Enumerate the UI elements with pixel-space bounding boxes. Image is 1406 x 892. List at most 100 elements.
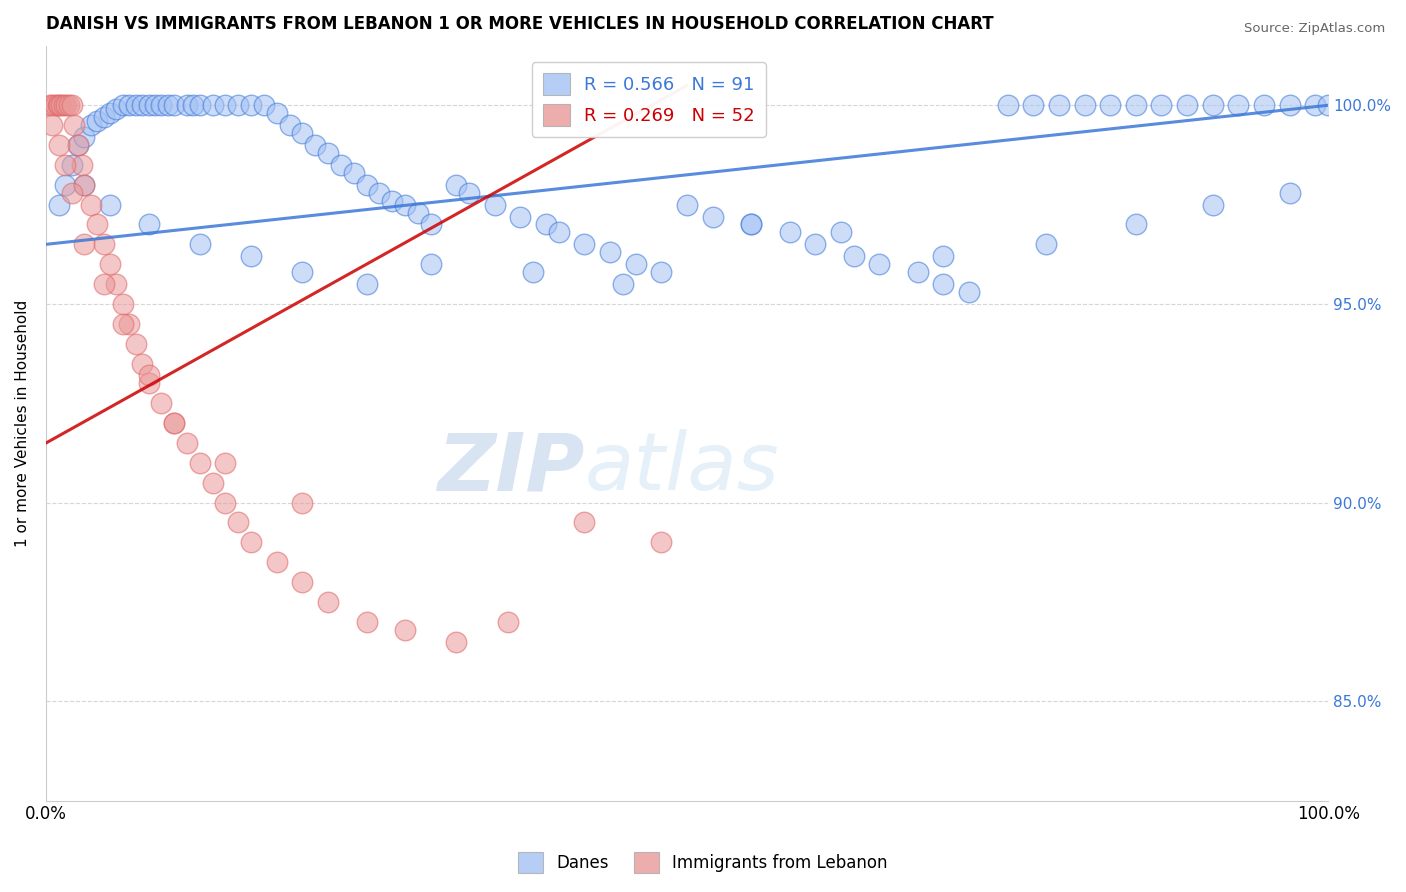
Danes: [291, 126, 314, 140]
Danes: [156, 98, 179, 112]
Danes: [1150, 98, 1173, 112]
Danes: [143, 98, 166, 112]
Immigrants from Lebanon: [63, 118, 86, 132]
Danes: [138, 218, 160, 232]
Danes: [304, 138, 326, 153]
Danes: [830, 226, 852, 240]
Danes: [957, 285, 980, 299]
Immigrants from Lebanon: [73, 237, 96, 252]
Immigrants from Lebanon: [188, 456, 211, 470]
Immigrants from Lebanon: [38, 98, 60, 112]
Danes: [1278, 98, 1301, 112]
Immigrants from Lebanon: [73, 178, 96, 192]
Danes: [240, 249, 263, 263]
Danes: [253, 98, 276, 112]
Danes: [907, 265, 929, 279]
Immigrants from Lebanon: [316, 595, 339, 609]
Danes: [676, 197, 699, 211]
Immigrants from Lebanon: [48, 138, 70, 153]
Danes: [1022, 98, 1045, 112]
Danes: [48, 197, 70, 211]
Immigrants from Lebanon: [201, 475, 224, 490]
Immigrants from Lebanon: [48, 98, 70, 112]
Danes: [624, 257, 647, 271]
Immigrants from Lebanon: [66, 138, 89, 153]
Immigrants from Lebanon: [394, 623, 416, 637]
Immigrants from Lebanon: [60, 98, 83, 112]
Danes: [868, 257, 890, 271]
Danes: [612, 277, 634, 291]
Immigrants from Lebanon: [93, 237, 115, 252]
Danes: [740, 218, 762, 232]
Immigrants from Lebanon: [46, 98, 69, 112]
Immigrants from Lebanon: [650, 535, 672, 549]
Immigrants from Lebanon: [105, 277, 128, 291]
Danes: [118, 98, 141, 112]
Danes: [73, 178, 96, 192]
Danes: [932, 277, 955, 291]
Danes: [131, 98, 153, 112]
Danes: [804, 237, 827, 252]
Immigrants from Lebanon: [240, 535, 263, 549]
Danes: [574, 237, 596, 252]
Immigrants from Lebanon: [86, 218, 108, 232]
Immigrants from Lebanon: [111, 317, 134, 331]
Danes: [1047, 98, 1070, 112]
Text: DANISH VS IMMIGRANTS FROM LEBANON 1 OR MORE VEHICLES IN HOUSEHOLD CORRELATION CH: DANISH VS IMMIGRANTS FROM LEBANON 1 OR M…: [46, 15, 994, 33]
Danes: [201, 98, 224, 112]
Danes: [73, 130, 96, 145]
Danes: [150, 98, 173, 112]
Immigrants from Lebanon: [125, 336, 148, 351]
Legend: R = 0.566   N = 91, R = 0.269   N = 52: R = 0.566 N = 91, R = 0.269 N = 52: [531, 62, 765, 137]
Immigrants from Lebanon: [214, 456, 236, 470]
Y-axis label: 1 or more Vehicles in Household: 1 or more Vehicles in Household: [15, 300, 30, 547]
Danes: [188, 237, 211, 252]
Danes: [240, 98, 263, 112]
Danes: [60, 158, 83, 172]
Danes: [1035, 237, 1057, 252]
Text: Source: ZipAtlas.com: Source: ZipAtlas.com: [1244, 22, 1385, 36]
Danes: [105, 102, 128, 116]
Immigrants from Lebanon: [291, 575, 314, 590]
Danes: [394, 197, 416, 211]
Immigrants from Lebanon: [446, 634, 468, 648]
Immigrants from Lebanon: [70, 158, 93, 172]
Danes: [1202, 197, 1225, 211]
Danes: [183, 98, 205, 112]
Danes: [176, 98, 198, 112]
Danes: [779, 226, 801, 240]
Danes: [599, 245, 621, 260]
Immigrants from Lebanon: [163, 416, 186, 430]
Danes: [650, 265, 672, 279]
Danes: [86, 114, 108, 128]
Danes: [406, 205, 429, 219]
Danes: [1305, 98, 1327, 112]
Danes: [522, 265, 544, 279]
Danes: [188, 98, 211, 112]
Danes: [1175, 98, 1198, 112]
Danes: [214, 98, 236, 112]
Danes: [266, 106, 288, 120]
Immigrants from Lebanon: [118, 317, 141, 331]
Danes: [80, 118, 103, 132]
Immigrants from Lebanon: [226, 516, 249, 530]
Danes: [419, 218, 441, 232]
Danes: [1317, 98, 1340, 112]
Danes: [368, 186, 391, 200]
Immigrants from Lebanon: [266, 555, 288, 569]
Immigrants from Lebanon: [356, 615, 378, 629]
Danes: [125, 98, 148, 112]
Danes: [53, 178, 76, 192]
Immigrants from Lebanon: [138, 376, 160, 391]
Immigrants from Lebanon: [138, 368, 160, 383]
Danes: [1253, 98, 1275, 112]
Immigrants from Lebanon: [44, 98, 66, 112]
Immigrants from Lebanon: [176, 436, 198, 450]
Text: atlas: atlas: [585, 429, 779, 508]
Immigrants from Lebanon: [80, 197, 103, 211]
Danes: [343, 166, 366, 180]
Danes: [93, 110, 115, 124]
Danes: [98, 106, 121, 120]
Immigrants from Lebanon: [98, 257, 121, 271]
Immigrants from Lebanon: [93, 277, 115, 291]
